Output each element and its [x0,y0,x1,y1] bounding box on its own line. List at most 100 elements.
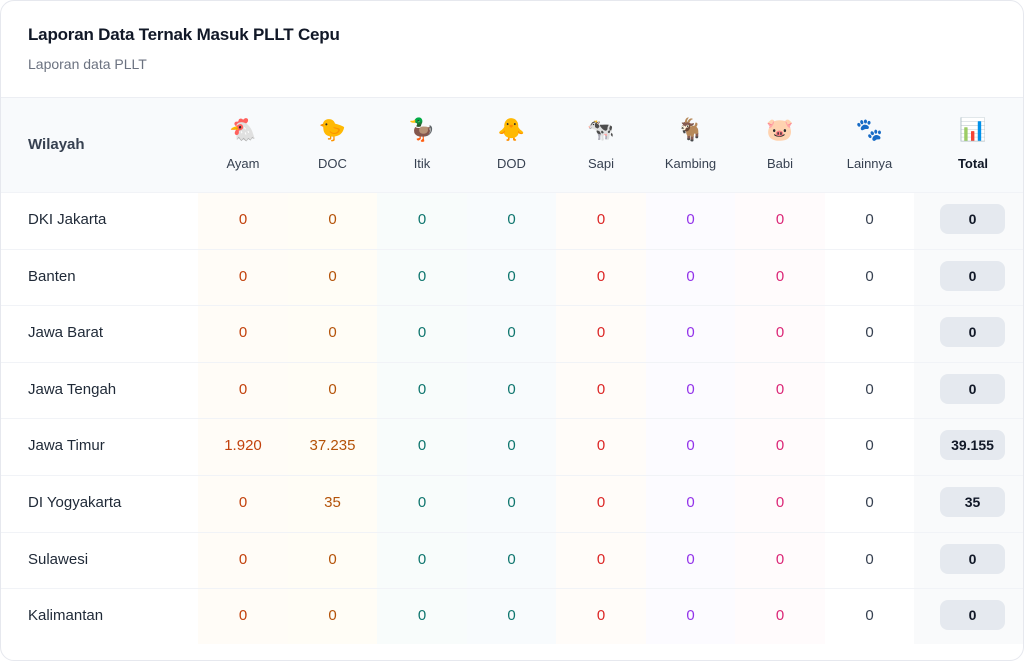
column-header-sapi: 🐄 Sapi [556,116,646,171]
column-header-doc: 🐤 DOC [288,116,378,171]
column-label-babi: Babi [766,156,794,171]
cell-babi: 0 [775,550,785,568]
column-header-total: 📊 Total [928,116,1018,171]
row-divider [1,588,1023,590]
table-row: Banten 0 0 0 0 0 0 0 0 0 [1,249,1023,305]
cell-lainnya: 0 [865,380,874,398]
region-name: Kalimantan [28,607,104,625]
cell-babi: 0 [775,380,785,398]
cell-lainnya: 0 [865,607,874,625]
row-divider [1,475,1023,476]
card-header: Laporan Data Ternak Masuk PLLT Cepu Lapo… [28,25,340,72]
cell-sapi: 0 [596,607,606,625]
cell-kambing: 0 [686,437,695,455]
cell-ayam: 0 [238,550,248,568]
column-header-itik: 🦆 Itik [377,116,467,171]
cell-sapi: 0 [596,380,606,398]
table-row: Jawa Tengah 0 0 0 0 0 0 0 0 0 [1,362,1023,418]
row-divider [1,361,1023,363]
report-subtitle: Laporan data PLLT [28,56,147,72]
cell-kambing: 0 [686,494,695,511]
column-header-babi: 🐷 Babi [735,116,825,171]
region-name: Banten [28,267,76,285]
cell-dod: 0 [507,324,516,342]
table-row: Jawa Timur 1.920 37.235 0 0 0 0 0 0 39.155 [1,418,1023,474]
region-name: DI Yogyakarta [28,494,122,511]
cell-kambing: 0 [686,211,695,228]
cell-ayam: 0 [238,211,248,228]
cell-lainnya: 0 [865,267,874,285]
column-header-lainnya: 🐾 Lainnya [825,116,915,171]
cell-itik: 0 [417,550,427,568]
cell-babi: 0 [775,607,785,625]
cell-itik: 0 [417,607,427,625]
cell-sapi: 0 [596,211,606,228]
cell-sapi: 0 [596,494,606,511]
column-label-itik: Itik [413,156,431,171]
cell-sapi: 0 [596,437,606,455]
cell-babi: 0 [775,494,785,511]
column-header-wilayah: Wilayah [28,136,85,153]
chick-icon: 🐤 [318,117,347,142]
row-divider [1,248,1023,250]
cell-itik: 0 [417,437,427,455]
cell-itik: 0 [417,494,427,511]
table-row: Jawa Barat 0 0 0 0 0 0 0 0 0 [1,305,1023,361]
column-label-total: Total [957,156,989,171]
region-name: Jawa Timur [28,437,105,455]
cell-lainnya: 0 [865,324,874,342]
row-divider [1,192,1023,193]
cell-ayam: 0 [238,324,248,342]
table-row: Sulawesi 0 0 0 0 0 0 0 0 0 [1,532,1023,588]
region-name: DKI Jakarta [28,211,107,228]
cell-sapi: 0 [596,267,606,285]
cell-ayam: 0 [238,380,248,398]
row-divider [1,418,1023,420]
cell-babi: 0 [775,437,785,455]
column-label-dod: DOD [497,156,526,171]
region-name: Sulawesi [28,550,89,568]
livestock-table: Wilayah 🐔 Ayam 🐤 DOC 🦆 Itik 🐥 DOD 🐄 Sapi 🐐 Kambing 🐷… [1,97,1023,644]
region-name: Jawa Barat [28,324,104,342]
column-header-kambing: 🐐 Kambing [646,116,736,171]
row-divider [1,305,1023,307]
cell-sapi: 0 [596,550,606,568]
column-header-ayam: 🐔 Ayam [198,116,288,171]
cell-kambing: 0 [686,380,695,398]
column-header-dod: 🐥 DOD [467,116,557,171]
cell-doc: 0 [328,211,337,228]
total-badge: 0 [940,373,1005,404]
cell-dod: 0 [507,437,516,455]
table-row: DI Yogyakarta 0 35 0 0 0 0 0 0 35 [1,475,1023,531]
cell-dod: 0 [507,380,516,398]
chicken-icon: 🐔 [229,117,257,142]
cell-itik: 0 [417,324,427,342]
table-header-background [1,98,1023,192]
pig-icon: 🐷 [766,117,794,142]
cell-doc: 0 [328,550,337,568]
cell-dod: 0 [507,494,516,511]
goat-icon: 🐐 [676,117,705,142]
cell-itik: 0 [417,267,427,285]
cell-ayam: 1.920 [224,437,262,455]
cell-babi: 0 [775,324,785,342]
duckling-icon: 🐥 [497,117,526,142]
cell-lainnya: 0 [865,550,874,568]
bar-chart-icon: 📊 [959,117,987,142]
cell-doc: 35 [324,494,341,511]
column-label-doc: DOC [318,156,347,171]
total-badge: 0 [940,600,1005,631]
duck-icon: 🦆 [408,117,436,142]
cell-kambing: 0 [686,324,695,342]
cell-babi: 0 [775,267,785,285]
cell-kambing: 0 [686,607,695,625]
row-divider [1,531,1023,533]
cell-doc: 0 [328,607,337,625]
table-row: DKI Jakarta 0 0 0 0 0 0 0 0 0 [1,192,1023,248]
total-badge: 0 [940,260,1005,291]
cell-doc: 0 [328,380,337,398]
cell-ayam: 0 [238,607,248,625]
cell-itik: 0 [417,211,427,228]
cell-ayam: 0 [238,494,248,511]
